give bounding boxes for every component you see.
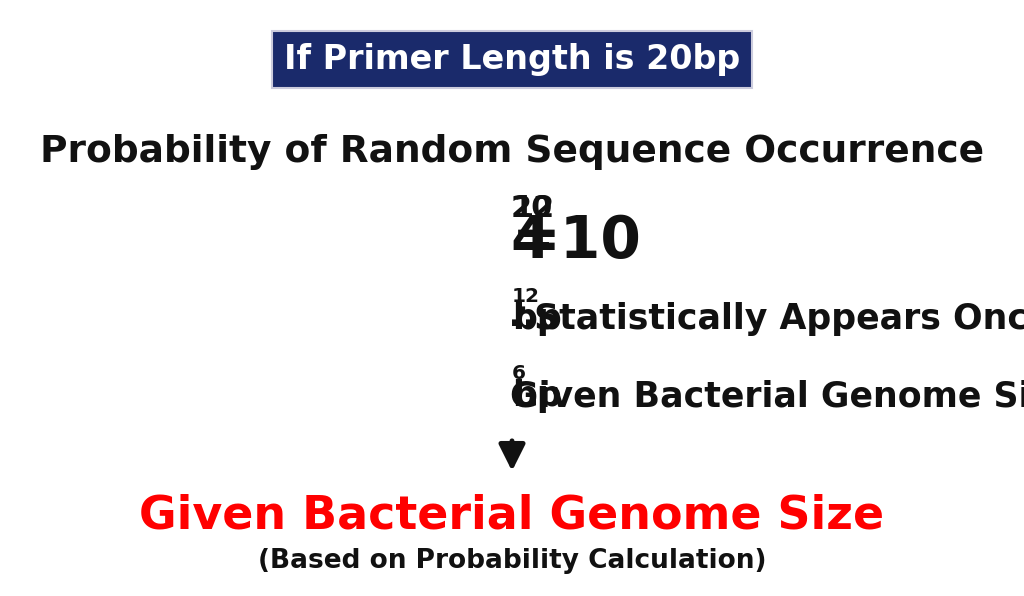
Text: bp: bp — [512, 302, 562, 336]
Text: 6: 6 — [512, 364, 525, 383]
Text: =10: =10 — [512, 213, 642, 270]
Text: 20: 20 — [511, 194, 553, 223]
Text: bp: bp — [512, 379, 562, 414]
Text: Probability of Random Sequence Occurrence: Probability of Random Sequence Occurrenc… — [40, 134, 984, 170]
Text: 12: 12 — [512, 287, 540, 306]
Text: Given Bacterial Genome Size =10: Given Bacterial Genome Size =10 — [511, 379, 1024, 414]
Text: ∴Statistically Appears Once Every 10: ∴Statistically Appears Once Every 10 — [511, 302, 1024, 336]
Text: 4: 4 — [510, 213, 551, 270]
Text: If Primer Length is 20bp: If Primer Length is 20bp — [284, 43, 740, 76]
Text: Given Bacterial Genome Size: Given Bacterial Genome Size — [139, 493, 885, 538]
Text: 12: 12 — [513, 194, 555, 223]
Text: (Based on Probability Calculation): (Based on Probability Calculation) — [258, 548, 766, 575]
